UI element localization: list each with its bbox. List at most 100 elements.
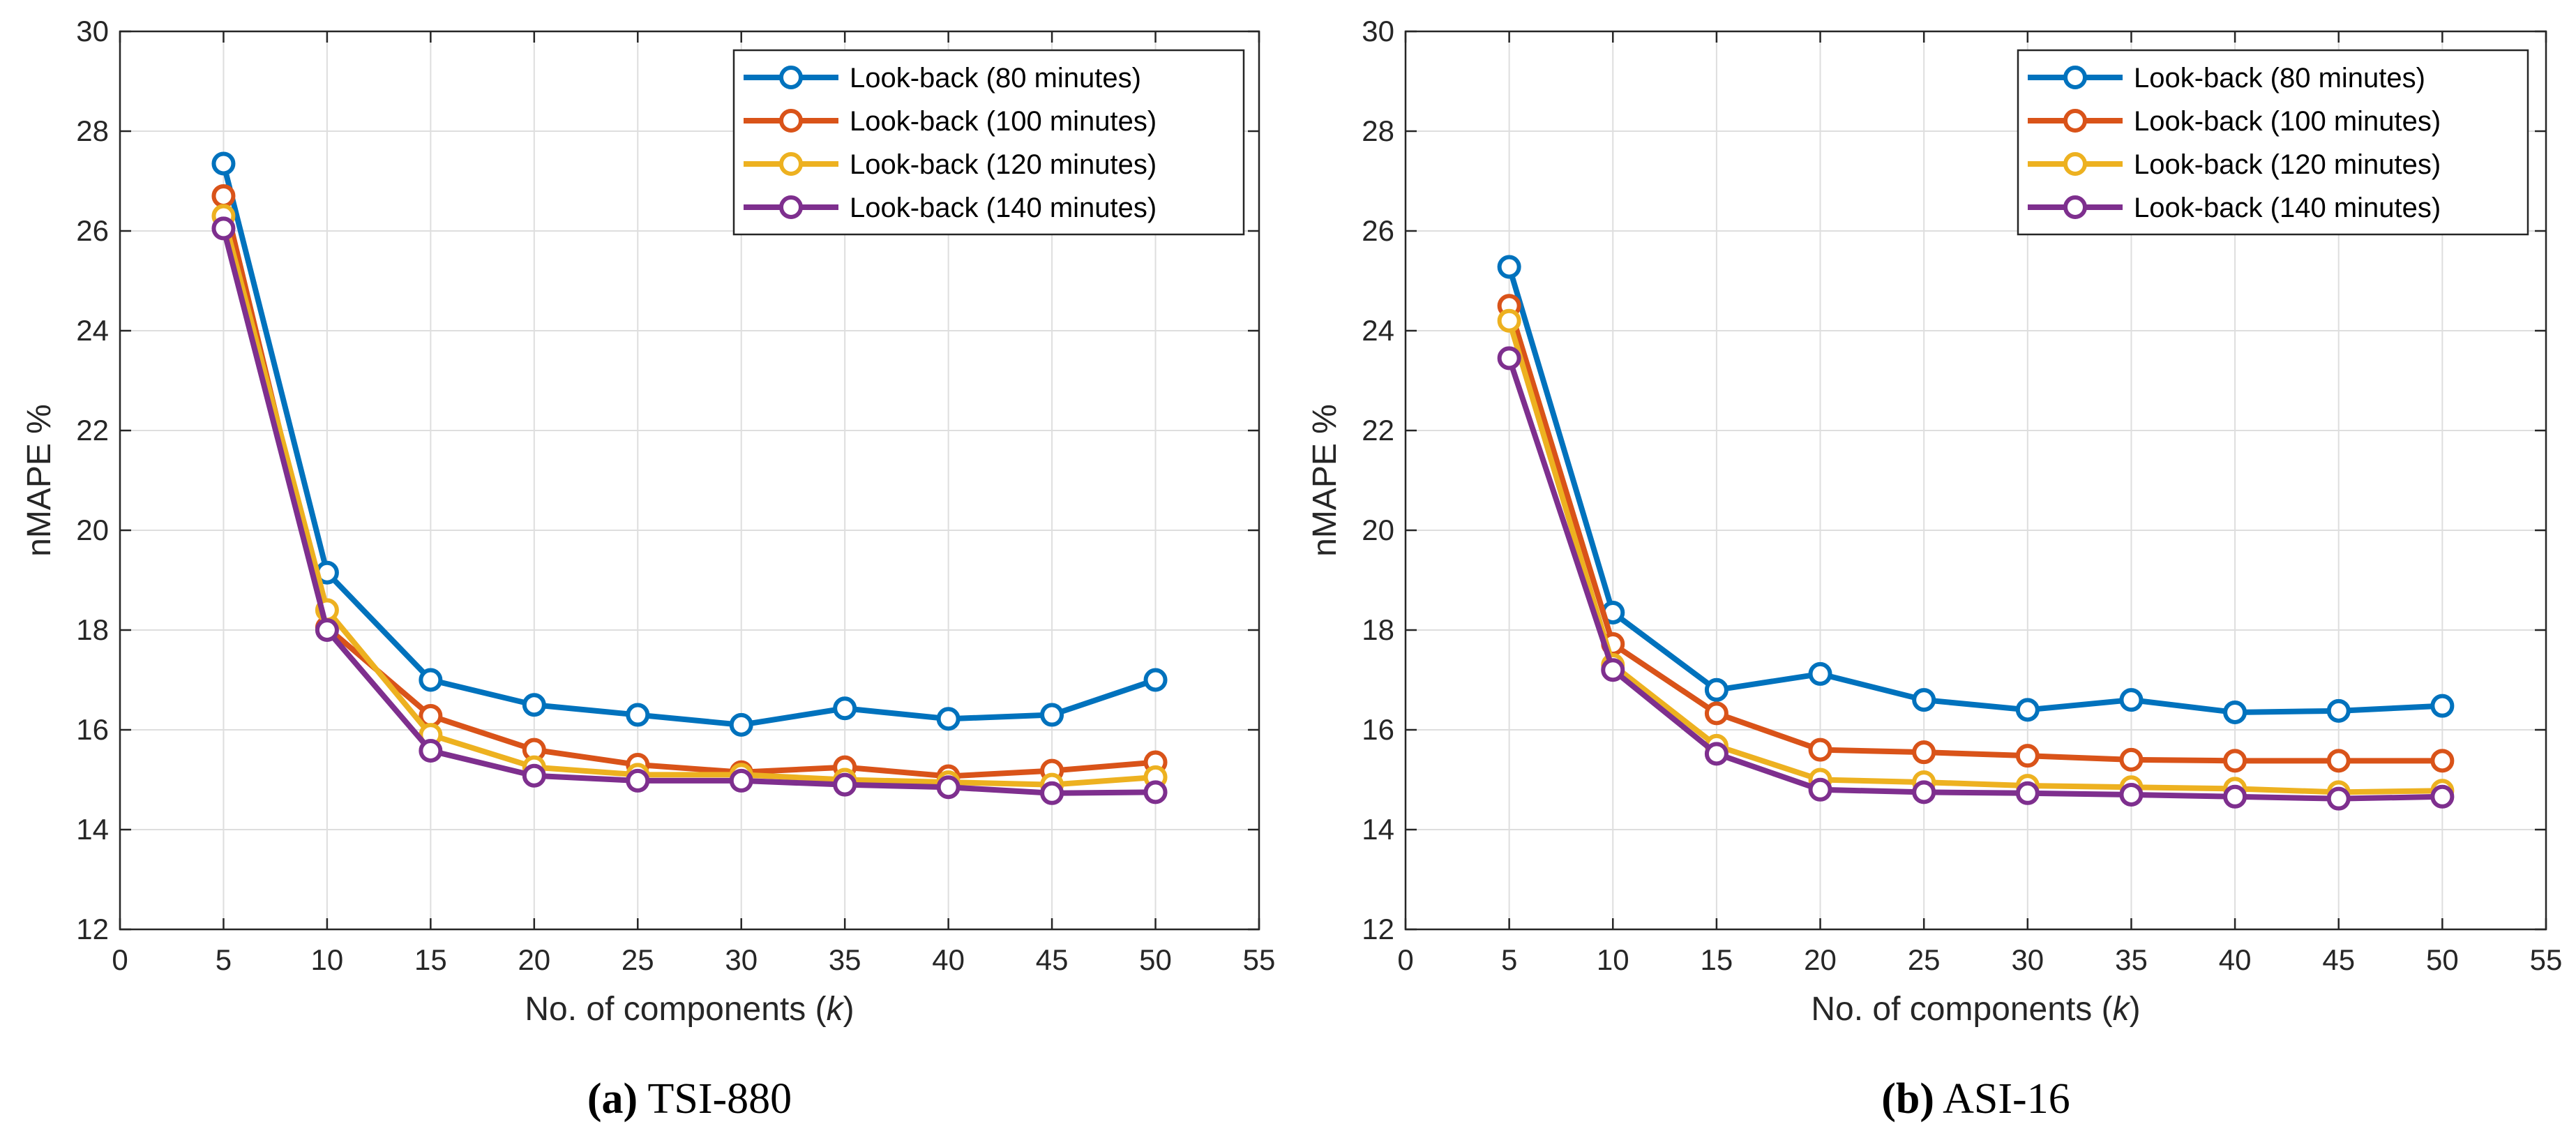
data-point	[2119, 747, 2144, 772]
y-tick-label: 24	[1362, 314, 1394, 347]
data-point	[2326, 786, 2351, 811]
x-tick-label: 45	[2322, 943, 2355, 976]
x-tick-label: 10	[1597, 943, 1629, 976]
y-tick-label: 30	[1362, 15, 1394, 47]
x-tick-label: 0	[1397, 943, 1413, 976]
data-point	[1912, 740, 1936, 765]
data-point	[2430, 749, 2455, 773]
legend-box	[2017, 49, 2529, 236]
y-tick-label: 14	[1362, 813, 1394, 846]
legend-swatch-marker	[2063, 195, 2087, 219]
legend: Look-back (80 minutes) Look-back (100 min…	[2017, 49, 2529, 236]
x-tick-label: 50	[2426, 943, 2459, 976]
y-tick-label: 24	[76, 314, 109, 347]
y-tick-label: 22	[76, 414, 109, 447]
y-tick-label: 28	[1362, 114, 1394, 147]
legend-swatch-marker	[779, 152, 803, 176]
x-axis-label: No. of components (k)	[1811, 991, 2140, 1028]
panel-tsi-880: 0 5 10 15 20 25 30 35 40 45 50 55 12 14 16 18 20 22 24 26 28…	[21, 15, 1275, 1123]
series-1	[211, 151, 1168, 737]
data-point	[626, 703, 650, 727]
y-tick-label: 18	[1362, 613, 1394, 646]
panel-caption: (a) TSI-880	[587, 1075, 792, 1123]
x-tick-label: 0	[112, 943, 128, 976]
x-tick-label: 45	[1036, 943, 1069, 976]
data-point	[315, 618, 339, 642]
data-point	[1143, 668, 1168, 692]
data-point	[2015, 698, 2040, 722]
data-point	[1040, 703, 1064, 727]
x-tick-label: 35	[829, 943, 861, 976]
series-2	[1497, 294, 2455, 773]
y-tick-label: 26	[1362, 214, 1394, 247]
x-tick-label: 55	[2530, 943, 2563, 976]
x-tick-label: 5	[216, 943, 232, 976]
x-axis-label: No. of components (k)	[525, 991, 854, 1028]
axes-box	[119, 30, 1260, 931]
y-tick-label: 16	[76, 713, 109, 746]
x-tick-label: 30	[725, 943, 758, 976]
y-tick-label: 20	[1362, 514, 1394, 546]
data-point	[833, 696, 857, 721]
series-line	[1506, 357, 2443, 802]
data-point	[1143, 780, 1168, 804]
legend-swatch-marker	[779, 66, 803, 89]
legend-entry: Look-back (120 minutes)	[2134, 149, 2441, 180]
data-point	[419, 739, 443, 763]
data-point	[2430, 694, 2455, 718]
data-point	[2326, 749, 2351, 773]
axes-box	[1404, 30, 2547, 931]
data-point	[211, 151, 236, 176]
panel-asi-16: 0 5 10 15 20 25 30 35 40 45 50 55 12 14 16 18 20 22 24 26 28…	[1306, 15, 2562, 1123]
data-point	[211, 184, 236, 208]
x-tick-label: 25	[622, 943, 654, 976]
legend-swatch-marker	[779, 109, 803, 133]
legend-entry: Look-back (140 minutes)	[2134, 193, 2441, 223]
y-tick-label: 20	[76, 514, 109, 546]
series-4	[1497, 346, 2455, 811]
legend-box	[732, 49, 1245, 236]
series-line	[1506, 266, 2443, 715]
x-tick-label: 20	[1804, 943, 1837, 976]
legend-entry: Look-back (80 minutes)	[850, 63, 1141, 93]
x-tick-label: 5	[1501, 943, 1517, 976]
data-point	[833, 772, 857, 797]
data-point	[1912, 688, 1936, 712]
y-tick-label: 30	[76, 15, 109, 47]
series-4	[211, 216, 1168, 805]
data-point	[626, 768, 650, 793]
data-point	[522, 693, 546, 717]
series-line	[220, 163, 1157, 728]
series-line	[1506, 305, 2443, 764]
legend-entry: Look-back (140 minutes)	[850, 193, 1157, 223]
y-tick-label: 12	[1362, 913, 1394, 945]
x-tick-label: 40	[2219, 943, 2252, 976]
data-point	[2119, 688, 2144, 712]
data-point	[1601, 658, 1625, 682]
x-tick-label: 20	[518, 943, 550, 976]
y-tick-label: 28	[76, 114, 109, 147]
x-tick-label: 55	[1243, 943, 1276, 976]
legend: Look-back (80 minutes) Look-back (100 min…	[732, 49, 1245, 236]
data-point	[1912, 780, 1936, 804]
y-tick-label: 26	[76, 214, 109, 247]
legend-entry: Look-back (100 minutes)	[2134, 106, 2441, 137]
y-tick-label: 14	[76, 813, 109, 846]
data-point	[522, 763, 546, 788]
series-line	[220, 215, 1156, 788]
data-point	[2326, 698, 2351, 723]
data-point	[1704, 742, 1728, 766]
data-point	[2015, 781, 2040, 805]
data-point	[2223, 700, 2247, 724]
series-line	[1506, 320, 2443, 795]
data-point	[1497, 255, 1521, 279]
x-tick-label: 40	[932, 943, 965, 976]
series-1	[1497, 255, 2455, 724]
data-point	[211, 216, 236, 241]
x-tick-label: 15	[1701, 943, 1733, 976]
x-tick-label: 15	[414, 943, 447, 976]
legend-swatch-marker	[2063, 66, 2087, 89]
data-point	[419, 668, 443, 692]
y-axis-label: nMAPE %	[1306, 404, 1343, 557]
